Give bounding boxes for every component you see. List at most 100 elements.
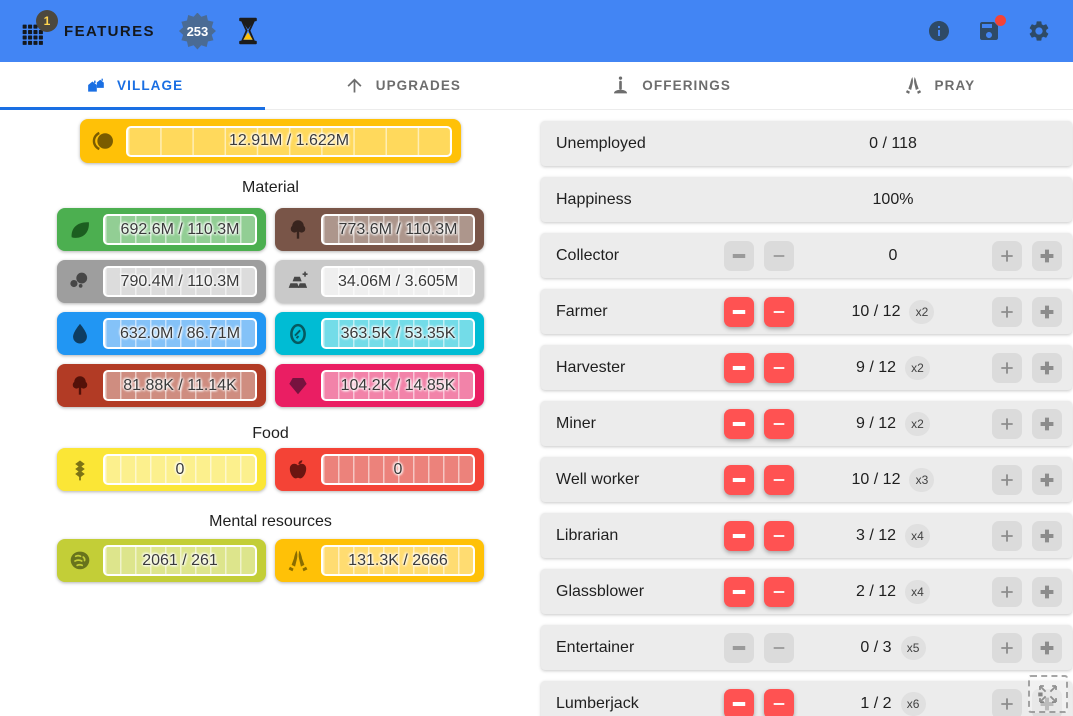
expand-overlay-icon[interactable] <box>1028 675 1068 713</box>
counter-badge-value: 253 <box>186 23 209 39</box>
row-label: Harvester <box>556 358 626 376</box>
resource-progress-coin: 12.91M / 1.622M <box>126 125 452 157</box>
tab-offerings[interactable]: OFFERINGS <box>537 62 805 109</box>
resource-value: 2061 / 261 <box>142 551 218 569</box>
notification-dot <box>995 15 1006 26</box>
population-row-miner: Miner 9 / 12 x2 <box>541 401 1072 446</box>
row-value-area: 100% <box>794 191 992 209</box>
praying-hands-icon <box>275 548 321 574</box>
resource-bar-dark-tree[interactable]: 81.88K / 11.14K <box>57 364 266 407</box>
remove-max-button[interactable] <box>724 464 754 495</box>
resource-bar-stone[interactable]: 790.4M / 110.3M <box>57 260 266 303</box>
remove-max-button[interactable] <box>724 352 754 383</box>
resource-bar-brain[interactable]: 2061 / 261 <box>57 539 266 582</box>
resource-value: 12.91M / 1.622M <box>228 132 350 149</box>
resource-progress-praying-hands: 131.3K / 2666 <box>321 545 475 576</box>
resource-value: 773.6M / 110.3M <box>338 220 458 238</box>
resource-progress-brain: 2061 / 261 <box>103 545 257 576</box>
resource-bar-coin[interactable]: 12.91M / 1.622M <box>80 119 461 163</box>
tab-upgrades[interactable]: UPGRADES <box>268 62 536 109</box>
remove-max-button[interactable] <box>724 520 754 551</box>
resource-progress-apple: 0 <box>321 454 475 485</box>
row-value: 9 / 12 <box>855 414 897 432</box>
add-one-button <box>992 464 1022 495</box>
resource-bar-ingots[interactable]: 34.06M / 3.605M <box>275 260 484 303</box>
add-buttons <box>992 296 1062 327</box>
remove-max-button <box>724 240 754 271</box>
add-max-button <box>1032 576 1062 607</box>
row-value: 10 / 12 <box>851 302 901 320</box>
resource-value: 0 <box>175 460 185 478</box>
ingots-icon <box>275 269 321 295</box>
app-title: FEATURES <box>64 22 155 40</box>
population-row-librarian: Librarian 3 / 12 x4 <box>541 513 1072 558</box>
section-title: Mental resources <box>209 513 332 530</box>
row-label: Librarian <box>556 526 619 544</box>
resource-bar-tree[interactable]: 773.6M / 110.3M <box>275 208 484 251</box>
row-value: 0 / 3 <box>860 638 892 656</box>
row-value-area: 0 / 118 <box>794 135 992 153</box>
resource-bar-gem[interactable]: 104.2K / 14.85K <box>275 364 484 407</box>
remove-buttons <box>724 464 794 495</box>
multiplier-chip: x5 <box>900 635 926 660</box>
remove-max-button[interactable] <box>724 408 754 439</box>
village-icon <box>85 75 106 96</box>
resource-grid: 2061 / 261 131.3K / 2666 <box>57 539 484 582</box>
remove-max-button[interactable] <box>724 688 754 716</box>
resource-value: 632.0M / 86.71M <box>119 324 241 342</box>
row-value-area: 10 / 12 x3 <box>794 467 992 492</box>
resource-bar-leaf[interactable]: 692.6M / 110.3M <box>57 208 266 251</box>
resource-progress-leaf: 692.6M / 110.3M <box>103 214 257 245</box>
resource-bar-mirror[interactable]: 363.5K / 53.35K <box>275 312 484 355</box>
add-max-button <box>1032 352 1062 383</box>
remove-one-button[interactable] <box>764 408 794 439</box>
resource-bar-praying-hands[interactable]: 131.3K / 2666 <box>275 539 484 582</box>
remove-one-button[interactable] <box>764 576 794 607</box>
hourglass-icon[interactable] <box>236 17 260 45</box>
section-title: Food <box>252 425 289 442</box>
remove-one-button[interactable] <box>764 352 794 383</box>
remove-one-button <box>764 240 794 271</box>
save-icon[interactable] <box>977 15 1006 43</box>
add-max-button <box>1032 632 1062 663</box>
resource-bar-drop[interactable]: 632.0M / 86.71M <box>57 312 266 355</box>
row-value-area: 2 / 12 x4 <box>794 579 992 604</box>
multiplier-chip: x3 <box>909 467 935 492</box>
remove-max-button[interactable] <box>724 296 754 327</box>
multiplier-chip: x2 <box>905 411 931 436</box>
tab-pray[interactable]: PRAY <box>805 62 1073 109</box>
add-one-button <box>992 240 1022 271</box>
multiplier-chip: x2 <box>905 355 931 380</box>
remove-one-button[interactable] <box>764 464 794 495</box>
counter-badge[interactable]: 253 <box>178 12 216 50</box>
remove-buttons <box>724 296 794 327</box>
population-row-collector: Collector 0 <box>541 233 1072 278</box>
mirror-icon <box>275 321 321 347</box>
remove-buttons <box>724 352 794 383</box>
resource-bar-wheat[interactable]: 0 <box>57 448 266 491</box>
row-label: Unemployed <box>556 134 646 152</box>
candle-icon <box>610 75 631 96</box>
remove-one-button[interactable] <box>764 296 794 327</box>
gear-icon[interactable] <box>1027 19 1051 43</box>
resources-panel: 12.91M / 1.622M Material 692.6M / 110.3M… <box>0 110 541 716</box>
population-row-harvester: Harvester 9 / 12 x2 <box>541 345 1072 390</box>
features-menu-button[interactable]: 1 <box>22 10 58 46</box>
remove-one-button[interactable] <box>764 688 794 716</box>
info-icon[interactable] <box>927 19 951 43</box>
resource-progress-drop: 632.0M / 86.71M <box>103 318 257 349</box>
app-header: 1 FEATURES 253 <box>0 0 1073 62</box>
tab-village[interactable]: VILLAGE <box>0 62 268 110</box>
row-value-area: 9 / 12 x2 <box>794 355 992 380</box>
remove-buttons <box>724 408 794 439</box>
resource-grid: 0 0 <box>57 448 484 491</box>
remove-max-button[interactable] <box>724 576 754 607</box>
row-value: 9 / 12 <box>855 358 897 376</box>
remove-one-button[interactable] <box>764 520 794 551</box>
row-value: 100% <box>872 190 914 208</box>
resource-bar-apple[interactable]: 0 <box>275 448 484 491</box>
population-row-well-worker: Well worker 10 / 12 x3 <box>541 457 1072 502</box>
resource-progress-tree: 773.6M / 110.3M <box>321 214 475 245</box>
row-value: 3 / 12 <box>855 526 897 544</box>
